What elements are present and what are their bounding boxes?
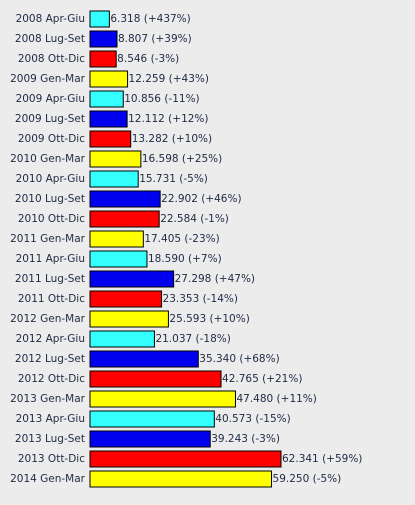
bar [89,70,129,88]
bar [89,370,222,388]
bar [89,50,117,68]
bar [89,170,139,188]
bar [89,410,215,428]
bar [89,310,169,328]
category-label: 2010 Apr-Giu [16,173,85,185]
value-label: 62.341 (+59%) [282,453,362,465]
category-label: 2012 Ott-Dic [18,373,85,385]
bar [89,10,110,28]
value-label: 6.318 (+437%) [110,13,190,25]
bar [89,110,128,128]
category-label: 2012 Apr-Giu [16,333,85,345]
bar [89,130,132,148]
category-label: 2012 Gen-Mar [10,313,86,325]
bar [89,250,148,268]
category-label: 2013 Gen-Mar [10,393,86,405]
category-label: 2008 Ott-Dic [18,53,85,65]
value-label: 8.807 (+39%) [118,33,192,45]
category-label: 2009 Ott-Dic [18,133,85,145]
value-label: 22.902 (+46%) [161,193,241,205]
category-label: 2013 Ott-Dic [18,453,85,465]
value-label: 21.037 (-18%) [155,333,230,345]
bar [89,470,273,488]
bar [89,270,175,288]
bar [89,230,144,248]
category-label: 2009 Lug-Set [15,113,85,125]
value-label: 22.584 (-1%) [160,213,229,225]
bar [89,190,161,208]
category-label: 2009 Apr-Giu [16,93,85,105]
bar [89,430,211,448]
category-label: 2011 Apr-Giu [16,253,85,265]
value-label: 18.590 (+7%) [148,253,222,265]
value-label: 25.593 (+10%) [169,313,249,325]
category-label: 2008 Apr-Giu [16,13,85,25]
category-label: 2008 Lug-Set [15,33,85,45]
category-label: 2013 Lug-Set [15,433,85,445]
bar [89,90,124,108]
value-label: 12.112 (+12%) [128,113,208,125]
bar [89,350,199,368]
category-label: 2010 Gen-Mar [10,153,86,165]
bar [89,30,118,48]
category-label: 2014 Gen-Mar [10,473,86,485]
category-label: 2012 Lug-Set [15,353,85,365]
value-label: 39.243 (-3%) [211,433,280,445]
category-label: 2010 Lug-Set [15,193,85,205]
bar [89,150,142,168]
category-label: 2013 Apr-Giu [16,413,85,425]
category-label: 2011 Ott-Dic [18,293,85,305]
bar [89,450,282,468]
value-label: 23.353 (-14%) [163,293,238,305]
value-label: 47.480 (+11%) [236,393,316,405]
bar [89,210,160,228]
bar [89,330,155,348]
bar [89,290,163,308]
value-label: 35.340 (+68%) [199,353,279,365]
value-label: 40.573 (-15%) [215,413,290,425]
value-label: 27.298 (+47%) [175,273,255,285]
bar [89,390,236,408]
category-label: 2011 Lug-Set [15,273,85,285]
value-label: 59.250 (-5%) [273,473,342,485]
category-label: 2011 Gen-Mar [10,233,86,245]
value-label: 42.765 (+21%) [222,373,302,385]
value-label: 15.731 (-5%) [139,173,208,185]
value-label: 12.259 (+43%) [129,73,209,85]
value-label: 16.598 (+25%) [142,153,222,165]
value-label: 8.546 (-3%) [117,53,179,65]
category-label: 2009 Gen-Mar [10,73,86,85]
value-label: 13.282 (+10%) [132,133,212,145]
category-label: 2010 Ott-Dic [18,213,85,225]
value-label: 10.856 (-11%) [124,93,199,105]
value-label: 17.405 (-23%) [144,233,219,245]
